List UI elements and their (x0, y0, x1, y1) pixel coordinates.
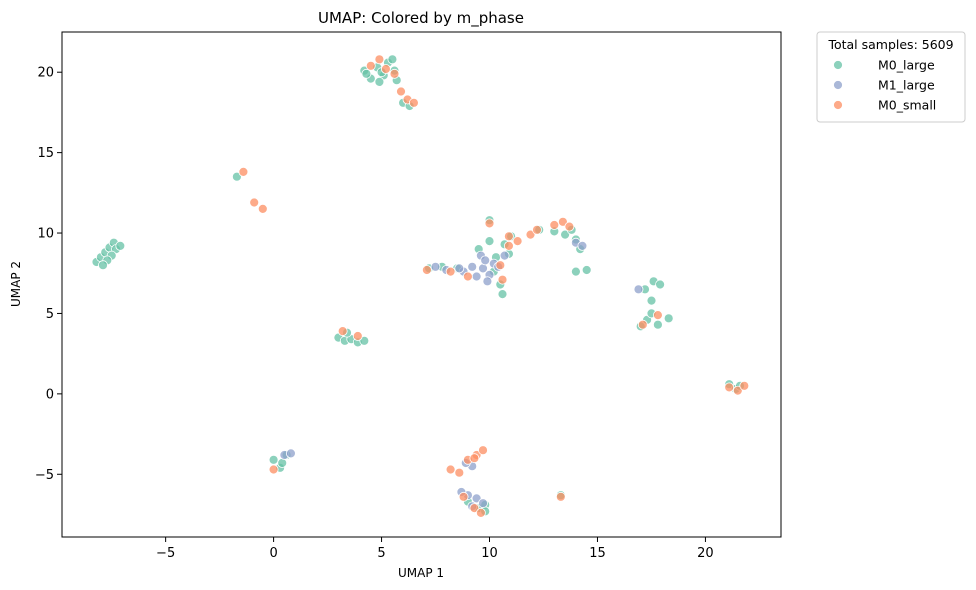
x-tick-label: 15 (589, 546, 606, 561)
legend-frame (816, 31, 966, 123)
data-point-m0-small-37 (732, 385, 743, 396)
data-point-m0-large-37 (484, 236, 495, 247)
legend: Total samples: 5609 M0_large M1_large M0_s… (816, 31, 966, 123)
data-point-m0-large-46 (560, 229, 570, 240)
y-tick-label: 0 (46, 387, 54, 402)
data-point-m0-small-5 (380, 64, 391, 74)
data-point-m0-large-19 (361, 68, 372, 79)
data-point-m0-small-21 (503, 240, 514, 251)
legend-marker-m0-small (833, 100, 843, 110)
data-point-m0-small-38 (739, 380, 750, 391)
data-point-m1-large-19 (478, 498, 488, 509)
data-point-m0-large-42 (497, 289, 508, 300)
x-axis-label: UMAP 1 (398, 566, 444, 580)
legend-label-m1-large: M1_large (878, 78, 935, 93)
data-point-m0-small-2 (257, 203, 268, 214)
legend-marker-m1-large (833, 80, 843, 90)
y-axis-ticks: −5 0 5 10 15 20 (35, 66, 62, 483)
x-tick-label: 10 (481, 546, 498, 561)
plot-frame (61, 31, 782, 538)
data-point-m0-small-33 (458, 491, 469, 502)
x-tick-label: 20 (697, 546, 714, 561)
data-point-m0-small-18 (512, 236, 523, 247)
data-point-m0-small-14 (445, 266, 456, 277)
legend-items: M0_large M1_large M0_small (833, 58, 936, 113)
data-point-m0-large-22 (387, 54, 398, 65)
data-point-m0-large-17 (374, 77, 385, 87)
legend-label-m0-small: M0_small (878, 98, 936, 113)
data-point-m1-large-24 (499, 250, 510, 261)
legend-marker-m0-large (833, 60, 843, 70)
data-point-m1-large-25 (480, 255, 491, 266)
data-point-m0-small-6 (389, 68, 400, 79)
data-point-m0-small-1 (249, 197, 260, 208)
x-axis-ticks: −5 0 5 10 15 20 (156, 537, 714, 561)
data-point-m1-large-4 (471, 271, 482, 282)
data-point-m0-small-20 (495, 260, 506, 271)
data-point-m0-small-26 (555, 491, 566, 502)
data-point-m0-small-23 (549, 220, 560, 230)
data-point-m0-large-32 (277, 458, 288, 468)
y-tick-label: 10 (37, 227, 54, 242)
data-point-m0-large-50 (581, 265, 592, 275)
data-point-m1-large-11 (482, 276, 493, 287)
data-point-m0-small-15 (462, 271, 473, 282)
data-point-m1-large-0 (430, 261, 441, 272)
data-point-m0-large-58 (655, 279, 665, 290)
x-tick-label: 0 (269, 546, 277, 561)
data-point-m0-small-25 (564, 221, 575, 232)
data-point-m1-large-10 (454, 263, 465, 274)
data-point-m0-large-27 (359, 335, 370, 346)
data-point-m0-large-51 (571, 266, 581, 277)
data-point-m0-small-19 (525, 229, 536, 240)
x-tick-label: −5 (156, 546, 175, 561)
data-point-m0-small-35 (475, 508, 486, 518)
y-tick-label: 20 (37, 66, 54, 81)
chart-title: UMAP: Colored by m_phase (318, 9, 524, 28)
data-point-m0-small-10 (268, 464, 279, 475)
data-points-layer (91, 54, 750, 518)
x-tick-label: 5 (377, 546, 385, 561)
data-point-m0-small-4 (374, 54, 385, 65)
data-point-m0-small-16 (484, 218, 495, 229)
data-point-m1-large-3 (467, 261, 478, 272)
data-point-m0-small-41 (497, 274, 508, 285)
data-point-m0-large-10 (231, 171, 242, 182)
data-point-m0-small-0 (238, 166, 249, 177)
data-point-m0-small-24 (558, 216, 568, 227)
data-point-m0-small-40 (653, 310, 663, 321)
y-axis-label: UMAP 2 (9, 261, 23, 307)
data-point-m0-large-55 (653, 319, 663, 330)
data-point-m0-small-39 (637, 319, 648, 330)
legend-label-m0-large: M0_large (878, 58, 935, 73)
data-point-m0-small-27 (445, 464, 456, 475)
data-point-m0-small-28 (454, 467, 465, 478)
y-tick-label: −5 (35, 468, 54, 483)
data-point-m1-large-16 (285, 448, 296, 459)
data-point-m1-large-14 (633, 284, 644, 295)
data-point-m0-large-29 (268, 454, 279, 465)
data-point-m0-large-59 (663, 313, 674, 324)
data-point-m0-small-32 (469, 453, 480, 464)
y-tick-label: 5 (46, 307, 54, 322)
data-point-m0-small-17 (503, 231, 514, 242)
plot-area (62, 32, 781, 537)
data-point-m0-small-9 (408, 97, 419, 108)
y-tick-label: 15 (37, 146, 54, 161)
data-point-m0-small-34 (469, 503, 480, 514)
data-point-m0-small-7 (396, 86, 406, 97)
data-point-m1-large-13 (577, 240, 588, 251)
legend-title: Total samples: 5609 (827, 37, 953, 52)
data-point-m0-large-60 (646, 295, 657, 306)
data-point-m0-small-31 (478, 445, 488, 456)
data-point-m0-small-13 (421, 265, 432, 275)
data-point-m0-small-36 (724, 382, 735, 393)
data-point-m0-small-22 (532, 224, 542, 235)
data-point-m0-large-8 (115, 240, 126, 251)
data-point-m0-small-11 (337, 326, 348, 337)
data-point-m0-large-9 (98, 260, 108, 271)
data-point-m0-small-3 (365, 60, 376, 71)
data-point-m0-small-12 (352, 331, 363, 341)
